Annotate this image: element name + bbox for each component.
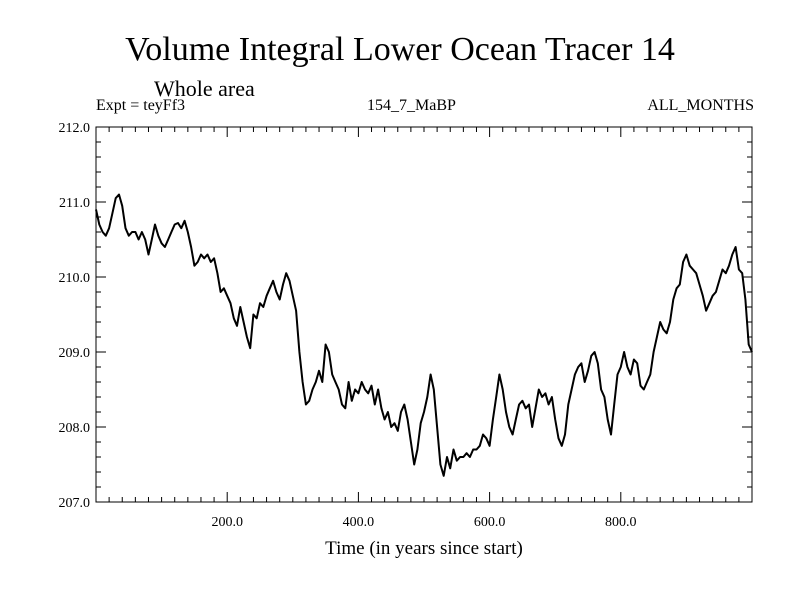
series-line [95,193,753,477]
experiment-label: Expt = teyFf3 [96,97,186,114]
x-axis-title: Time (in years since start) [325,538,523,559]
major-ticks [96,126,752,503]
y-tick-label: 208.0 [59,421,91,436]
y-tick-label: 207.0 [59,496,91,511]
months-label: ALL_MONTHS [647,97,754,114]
x-tick-label: 800.0 [605,515,637,530]
run-label: 154_7_MaBP [367,97,456,114]
chart-subtitle: Whole area [154,76,255,101]
x-tick-label: 600.0 [474,515,506,530]
x-tick-label: 200.0 [211,515,243,530]
chart-title: Volume Integral Lower Ocean Tracer 14 [125,31,675,68]
y-tick-label: 211.0 [59,196,90,211]
plot-frame [95,126,753,503]
y-tick-label: 212.0 [59,121,91,136]
y-tick-label: 210.0 [59,271,91,286]
x-tick-label: 400.0 [343,515,375,530]
tick-labels: 200.0 400.0 600.0 800.0 207.0 208.0 209.0 210.0… [59,121,637,530]
minor-ticks [96,127,752,502]
y-tick-label: 209.0 [59,346,91,361]
